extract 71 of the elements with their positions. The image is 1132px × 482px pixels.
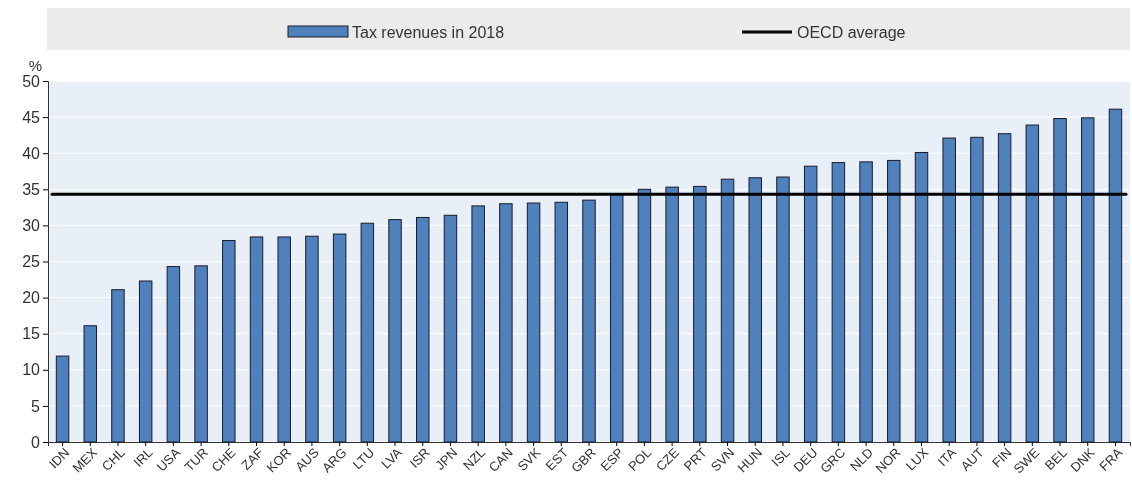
x-tick-label: LVA xyxy=(378,444,406,472)
y-tick-label: 10 xyxy=(22,361,41,379)
bar xyxy=(305,235,319,443)
legend-label: OECD average xyxy=(797,24,906,41)
x-tick-label: NZL xyxy=(460,444,488,473)
x-tick-label: POL xyxy=(625,444,655,474)
bar xyxy=(1053,118,1067,443)
bar xyxy=(887,159,901,443)
bar xyxy=(222,240,236,443)
bar xyxy=(1108,108,1123,443)
bar xyxy=(1081,117,1095,443)
bar xyxy=(831,162,846,443)
x-tick-label: CZE xyxy=(652,444,683,474)
bar xyxy=(55,355,70,443)
bar xyxy=(776,176,790,443)
y-tick-label: 25 xyxy=(22,253,41,271)
bar xyxy=(1025,124,1040,443)
bar xyxy=(997,133,1012,443)
x-tick-label: JPN xyxy=(432,444,461,473)
y-tick-label: 5 xyxy=(31,397,41,415)
legend-label: Tax revenues in 2018 xyxy=(352,24,505,41)
y-tick-label: 15 xyxy=(22,325,41,343)
y-axis-title: % xyxy=(28,57,42,74)
bar xyxy=(499,203,513,443)
bar xyxy=(332,233,347,443)
bar xyxy=(914,151,929,443)
bar xyxy=(249,236,264,443)
x-tick-label: ISR xyxy=(406,444,433,471)
bar xyxy=(471,205,485,443)
x-tick-label: LTU xyxy=(349,444,378,473)
bar xyxy=(582,199,596,443)
x-tick-label: BEL xyxy=(1041,444,1070,473)
x-tick-label: IDN xyxy=(45,444,73,472)
x-tick-label: ISL xyxy=(768,444,793,470)
bar xyxy=(720,178,735,443)
y-tick-label: 35 xyxy=(22,180,41,198)
x-tick-label: USA xyxy=(153,444,184,475)
x-tick-label: NLD xyxy=(846,444,876,474)
bar xyxy=(942,137,956,443)
bar xyxy=(111,289,125,443)
bar xyxy=(554,201,569,443)
bar xyxy=(416,216,430,443)
bar xyxy=(637,188,652,443)
y-tick-label: 20 xyxy=(22,289,41,307)
bar xyxy=(803,165,818,443)
bar xyxy=(693,185,707,443)
bar xyxy=(970,136,984,443)
x-tick-label: TUR xyxy=(181,444,211,475)
y-tick-label: 0 xyxy=(31,433,41,451)
bar xyxy=(277,236,291,443)
bar xyxy=(166,266,181,443)
bar xyxy=(443,214,458,443)
bar xyxy=(83,325,97,443)
bar xyxy=(859,161,873,443)
y-tick-label: 30 xyxy=(22,217,41,235)
bar xyxy=(609,193,624,443)
bar xyxy=(526,202,541,443)
bar xyxy=(748,177,762,443)
bar xyxy=(388,219,402,443)
y-tick-label: 45 xyxy=(22,108,41,126)
bar xyxy=(138,280,153,443)
x-tick-label: CHL xyxy=(98,444,128,474)
x-tick-label: FIN xyxy=(989,444,1015,471)
x-tick-label: IRL xyxy=(130,444,156,470)
y-tick-label: 40 xyxy=(22,144,41,162)
x-tick-label: ITA xyxy=(934,444,960,470)
y-tick-label: 50 xyxy=(22,72,41,90)
bar xyxy=(194,265,208,443)
x-tick-label: FRA xyxy=(1096,444,1126,474)
bar xyxy=(360,222,375,443)
bar xyxy=(665,186,679,443)
